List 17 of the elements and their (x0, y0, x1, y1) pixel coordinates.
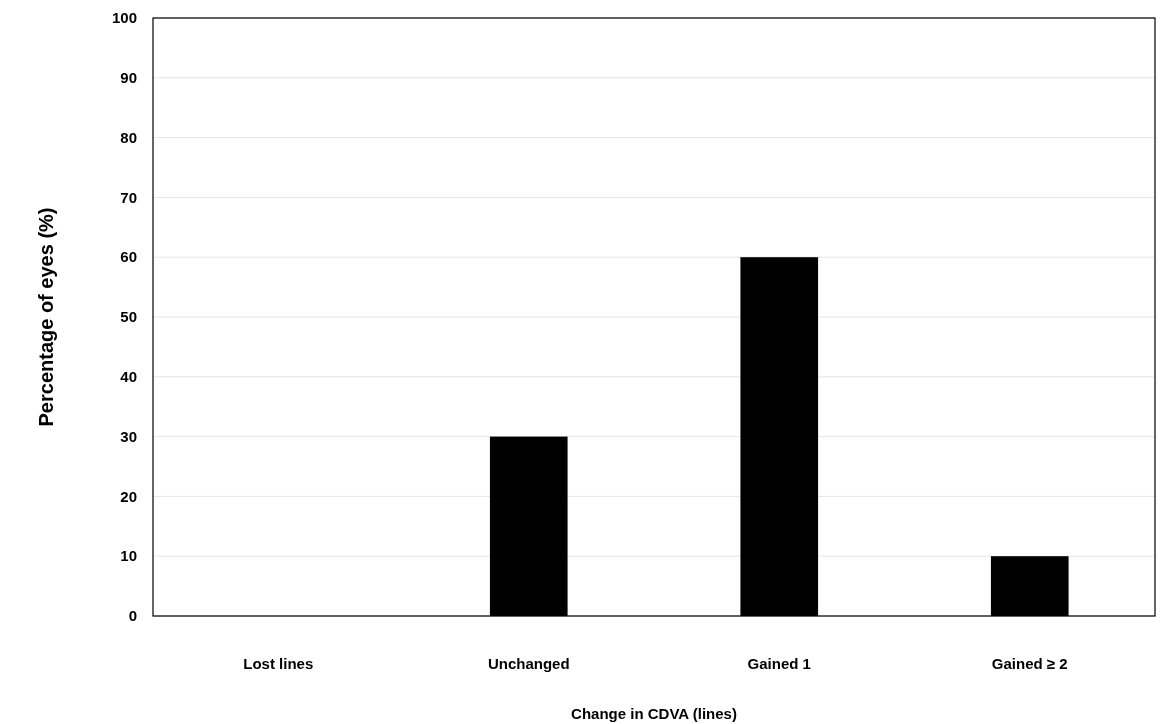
x-axis-title: Change in CDVA (lines) (571, 705, 737, 722)
y-tick-label: 80 (120, 128, 137, 146)
y-tick-label: 20 (120, 487, 137, 505)
y-tick-label: 70 (120, 188, 137, 206)
x-tick-label: Unchanged (487, 655, 570, 672)
y-tick-label: 60 (120, 248, 137, 266)
y-tick-label: 40 (120, 368, 137, 386)
x-tick-label: Gained 1 (747, 655, 811, 672)
x-tick-label: Gained ≥ 2 (991, 655, 1068, 672)
x-tick-label: Lost lines (243, 655, 314, 672)
y-tick-label: 100 (111, 9, 137, 27)
y-axis-title: Percentage of eyes (%) (35, 207, 57, 427)
y-tick-label: 50 (120, 308, 137, 326)
y-tick-label: 10 (120, 547, 137, 565)
y-tick-label: 30 (120, 427, 137, 445)
y-tick-label: 0 (128, 607, 137, 625)
y-tick-label: 90 (120, 69, 137, 87)
